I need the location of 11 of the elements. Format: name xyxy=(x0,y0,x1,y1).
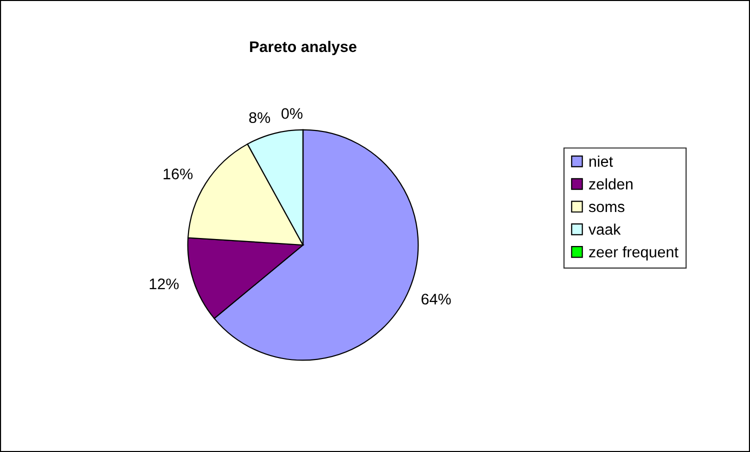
data-label: 8% xyxy=(249,112,270,124)
text: 0% xyxy=(282,108,302,119)
data-label: 16% xyxy=(164,168,193,180)
legend-label: soms xyxy=(588,204,624,212)
legend-label: zeer frequent xyxy=(589,246,678,260)
legend-label: niet xyxy=(589,156,613,167)
chart-title: Pareto analyse xyxy=(250,40,356,56)
data-label: 12% xyxy=(150,278,179,290)
data-label: 64% xyxy=(422,294,451,305)
legend-label: zelden xyxy=(589,178,632,190)
legend-label: vaak xyxy=(588,224,621,235)
